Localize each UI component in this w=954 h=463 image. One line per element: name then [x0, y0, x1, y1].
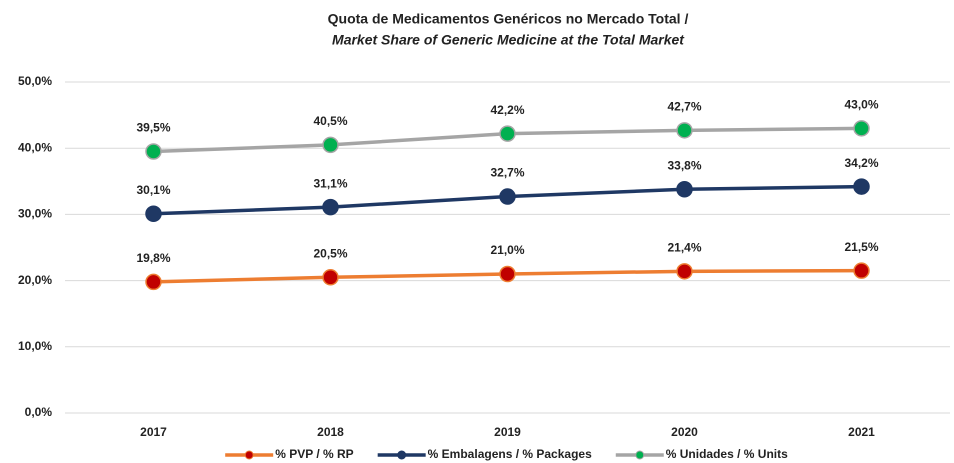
data-label: 19,8%: [136, 251, 170, 265]
x-tick-label: 2019: [494, 425, 521, 439]
data-point: [322, 136, 339, 154]
data-point: [853, 178, 870, 195]
data-label: 43,0%: [844, 98, 878, 112]
y-tick-label: 10,0%: [18, 339, 52, 353]
data-point: [499, 265, 516, 283]
data-point: [853, 262, 870, 279]
y-tick-label: 20,0%: [18, 273, 52, 287]
y-tick-label: 50,0%: [18, 74, 52, 88]
data-point: [145, 205, 162, 222]
x-tick-label: 2018: [317, 425, 344, 439]
x-tick-label: 2020: [671, 425, 698, 439]
data-label: 34,2%: [844, 156, 878, 170]
data-label: 30,1%: [136, 183, 170, 197]
data-label: 33,8%: [667, 158, 701, 172]
data-label: 21,5%: [844, 240, 878, 254]
data-point: [322, 269, 339, 286]
data-point: [676, 263, 693, 280]
data-point: [145, 143, 162, 160]
data-label: 42,7%: [667, 99, 701, 113]
legend-label: % PVP / % RP: [275, 447, 353, 461]
legend-label: % Embalagens / % Packages: [428, 447, 592, 461]
x-tick-label: 2021: [848, 425, 875, 439]
y-tick-label: 40,0%: [18, 140, 52, 154]
legend-marker: [635, 450, 645, 460]
data-label: 20,5%: [313, 246, 347, 260]
legend-marker: [244, 450, 254, 460]
data-label: 21,4%: [667, 241, 701, 255]
data-label: 32,7%: [490, 166, 524, 180]
y-tick-label: 30,0%: [18, 207, 52, 221]
data-label: 39,5%: [136, 121, 170, 135]
data-label: 31,1%: [313, 176, 347, 190]
x-tick-label: 2017: [140, 425, 167, 439]
data-point: [676, 122, 693, 139]
data-label: 21,0%: [490, 243, 524, 257]
data-point: [853, 120, 870, 137]
legend-label: % Unidades / % Units: [666, 447, 788, 461]
chart-title: Quota de Medicamentos Genéricos no Merca…: [328, 11, 689, 27]
data-point: [499, 125, 516, 142]
legend-marker: [397, 450, 407, 460]
data-point: [676, 180, 693, 198]
data-label: 40,5%: [313, 114, 347, 128]
chart-subtitle: Market Share of Generic Medicine at the …: [332, 32, 685, 48]
data-point: [499, 188, 516, 205]
data-label: 42,2%: [490, 103, 524, 117]
data-point: [322, 198, 339, 216]
y-tick-label: 0,0%: [25, 405, 53, 419]
data-point: [145, 273, 162, 291]
